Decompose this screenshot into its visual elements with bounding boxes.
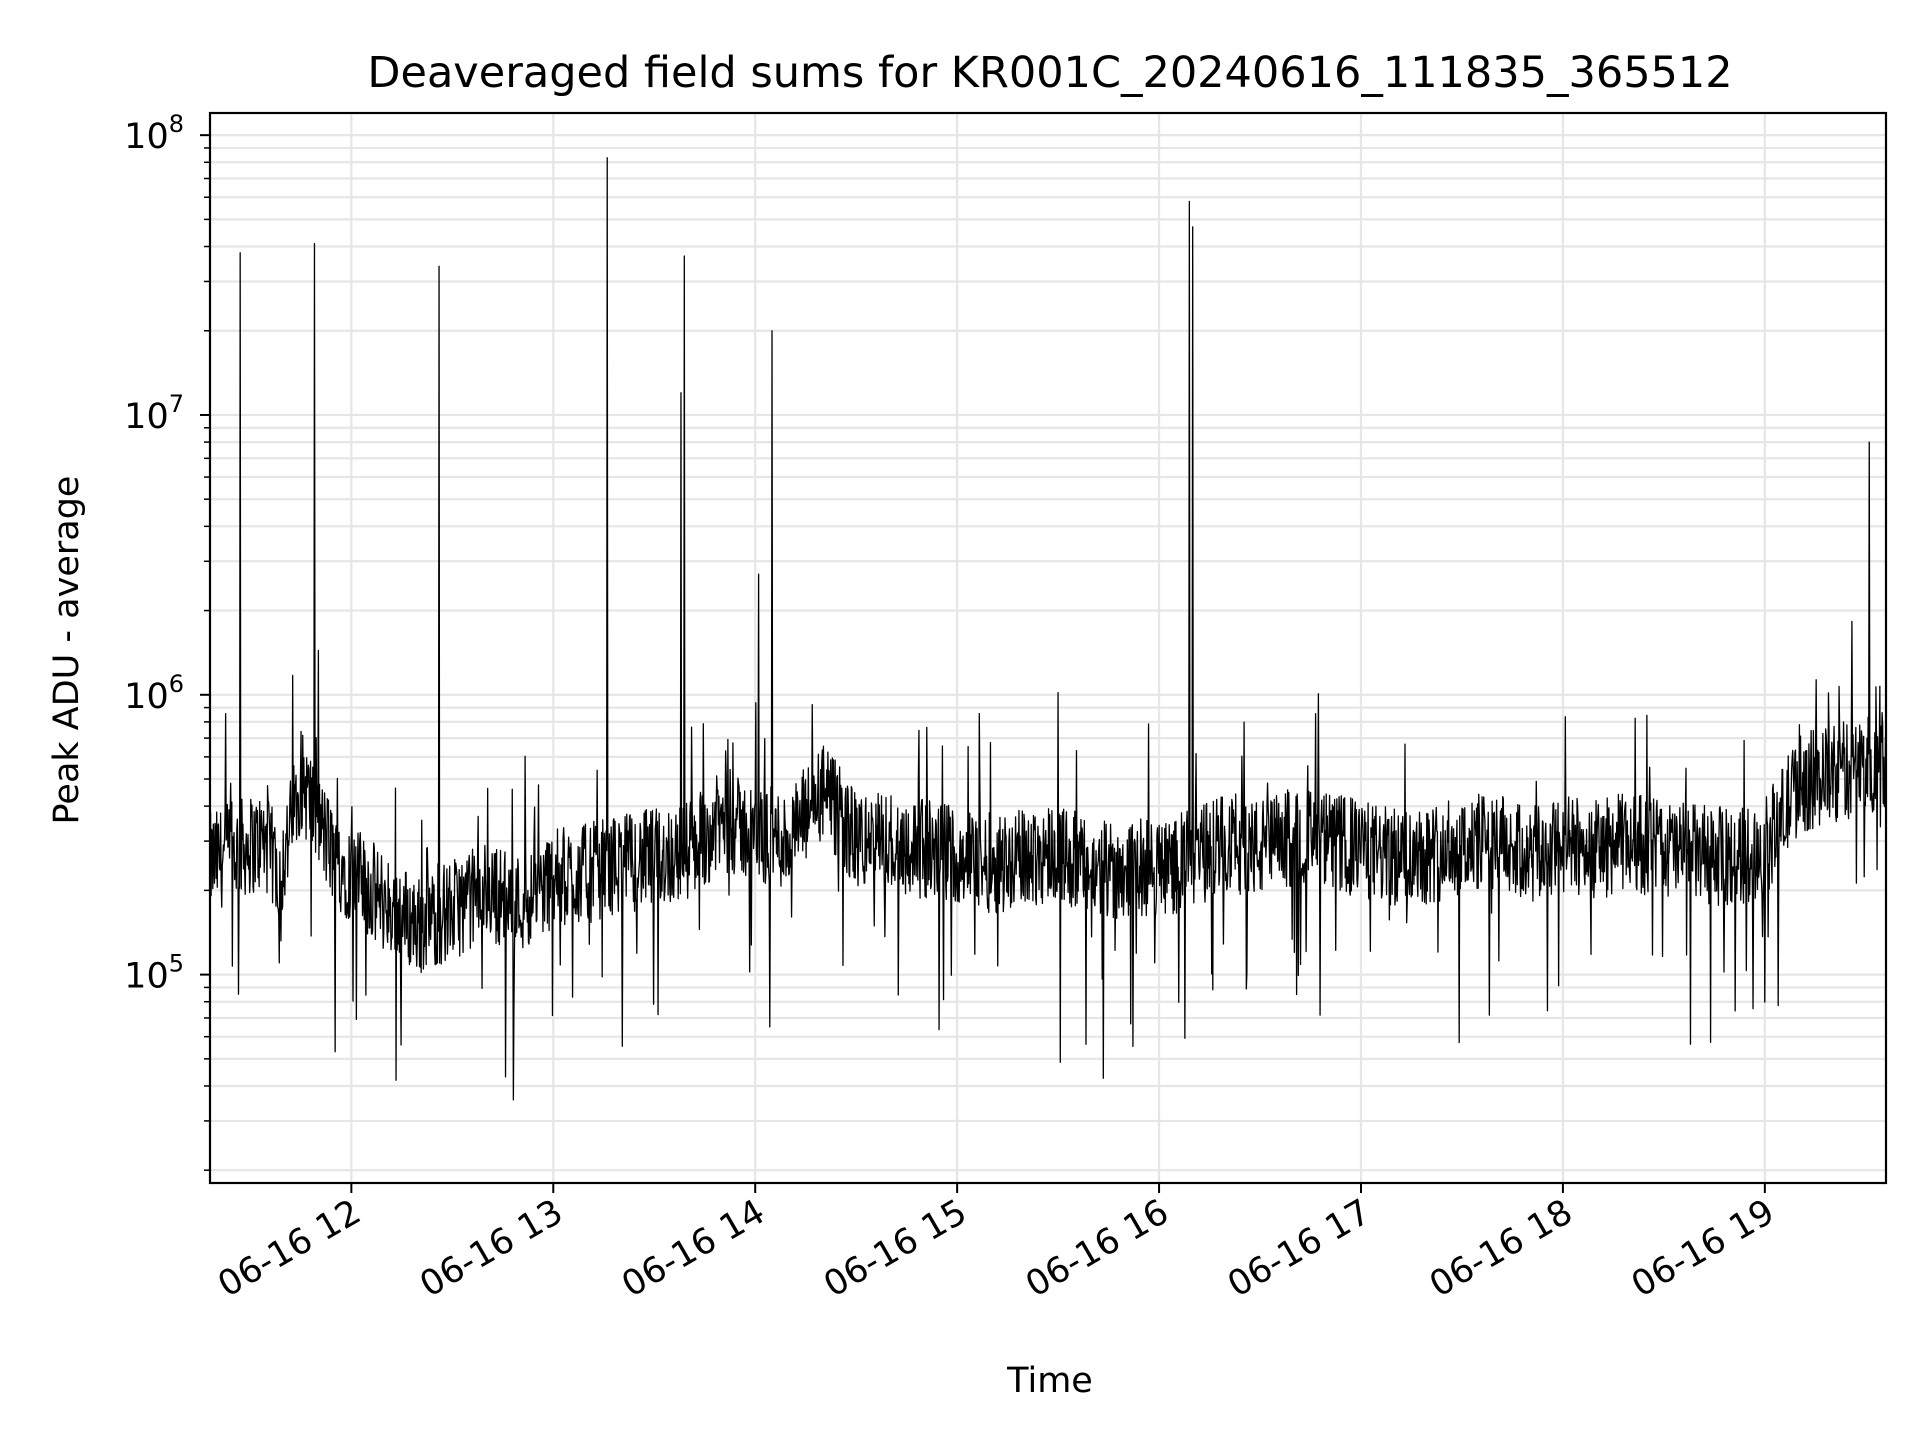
y-tick-label: 107 bbox=[124, 390, 184, 437]
series-layer bbox=[209, 157, 1887, 1101]
plot-frame bbox=[208, 111, 1888, 1185]
y-tick-label: 108 bbox=[124, 110, 184, 157]
y-tick-label: 105 bbox=[124, 950, 184, 997]
series-line bbox=[209, 157, 1887, 1101]
chart-title: Deaveraged field sums for KR001C_2024061… bbox=[367, 48, 1732, 98]
y-tick-label: 106 bbox=[124, 670, 184, 717]
y-axis-label: Peak ADU - average bbox=[47, 476, 87, 825]
x-axis-label: Time bbox=[1006, 1361, 1093, 1401]
